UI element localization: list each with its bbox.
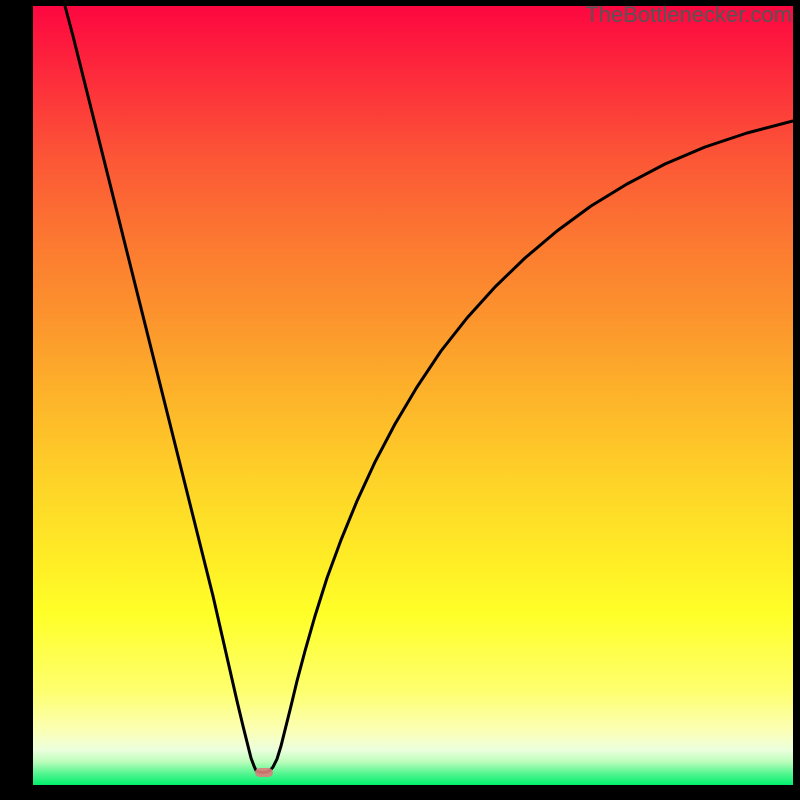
optimum-marker [255, 768, 273, 777]
chart-container: TheBottlenecker.com [0, 0, 800, 800]
plot-area [33, 6, 793, 785]
bottleneck-curve [65, 6, 793, 773]
watermark-text[interactable]: TheBottlenecker.com [585, 2, 792, 28]
chart-svg [33, 6, 793, 785]
